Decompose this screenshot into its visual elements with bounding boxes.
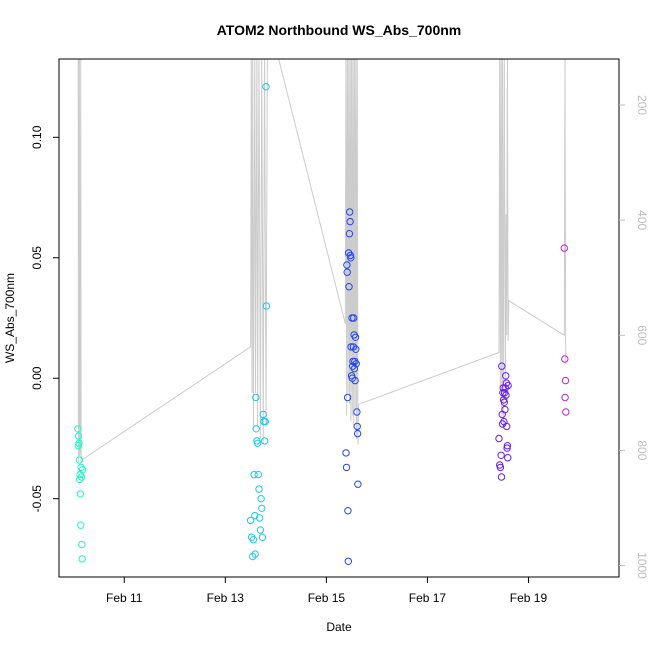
x-axis-label: Date: [326, 620, 352, 634]
data-point: [344, 557, 352, 565]
data-point: [75, 439, 83, 447]
data-point: [74, 425, 82, 433]
data-point: [353, 429, 362, 438]
data-point: [561, 376, 570, 385]
data-point: [354, 480, 362, 488]
data-point: [78, 466, 87, 474]
data-point: [256, 526, 265, 534]
data-point: [252, 393, 260, 402]
data-point: [343, 393, 352, 402]
y-tick-label: 0.00: [30, 366, 44, 390]
data-point: [258, 533, 267, 541]
data-point: [258, 504, 266, 512]
data-point: [76, 490, 85, 498]
data-point: [342, 449, 350, 457]
data-point: [345, 230, 354, 238]
data-point: [75, 456, 84, 464]
data-point: [76, 475, 84, 484]
x-tick-label: Feb 15: [308, 591, 346, 605]
data-point: [260, 437, 269, 445]
data-point: [246, 516, 255, 525]
data-point: [343, 261, 351, 269]
data-point: [497, 451, 505, 459]
data-point: [351, 333, 360, 341]
data-point: [251, 550, 259, 558]
data-point: [352, 345, 360, 353]
data-point: [501, 405, 509, 414]
secondary-line: [77, 59, 567, 462]
data-point: [254, 470, 262, 479]
data-point: [346, 208, 354, 216]
data-point: [495, 434, 503, 443]
y-tick-label: 0.10: [30, 125, 44, 149]
data-point: [497, 473, 506, 481]
x-tick-label: Feb 13: [207, 591, 245, 605]
data-point: [342, 463, 351, 472]
data-point: [561, 393, 569, 402]
data-point: [262, 83, 270, 91]
data-point: [503, 442, 512, 450]
y2-tick-label: 1000: [635, 552, 649, 579]
data-point: [78, 540, 86, 549]
data-point: [253, 439, 262, 447]
data-point: [344, 507, 352, 515]
data-point: [78, 555, 86, 563]
data-point: [503, 444, 511, 452]
data-point: [502, 391, 510, 399]
data-point: [261, 417, 269, 426]
data-point: [249, 536, 258, 544]
data-point: [257, 495, 265, 503]
data-point: [502, 372, 510, 380]
y-tick-label: 0.05: [30, 246, 44, 270]
data-point: [259, 410, 267, 419]
data-point: [256, 514, 264, 522]
plot-border: [58, 58, 620, 578]
data-point: [347, 254, 355, 262]
data-point: [498, 362, 506, 370]
data-point: [504, 454, 512, 462]
data-point: [346, 217, 354, 226]
plot-layer: Feb 11 Feb 13 Feb 15 Feb 17 Feb 19 -0.05 0.00 0…: [30, 58, 649, 605]
x-tick-label: Feb 19: [510, 591, 548, 605]
y2-tick-label: 800: [635, 440, 649, 460]
data-point: [500, 398, 508, 406]
data-point: [560, 244, 568, 252]
data-point: [351, 376, 359, 385]
data-point: [250, 470, 258, 479]
data-point: [353, 422, 361, 431]
y2-tick-label: 400: [635, 210, 649, 230]
y2-tick-label: 600: [635, 325, 649, 345]
data-point: [350, 314, 358, 322]
data-point: [343, 268, 351, 276]
data-point: [345, 283, 353, 291]
y2-tick-label: 200: [635, 95, 649, 115]
data-point: [77, 521, 85, 529]
data-point: [350, 364, 359, 373]
data-point: [252, 425, 260, 433]
y-tick-label: -0.05: [30, 485, 44, 513]
x-tick-label: Feb 11: [106, 591, 143, 605]
data-point: [504, 381, 512, 390]
data-point: [249, 552, 257, 561]
data-point: [561, 355, 569, 363]
chart-title: ATOM2 Northbound WS_Abs_700nm: [217, 22, 462, 38]
data-point: [77, 473, 86, 481]
data-point: [353, 408, 361, 416]
y-axis-label: WS_Abs_700nm: [3, 273, 17, 363]
data-point: [496, 463, 505, 472]
data-point: [562, 408, 570, 416]
data-point: [262, 302, 271, 310]
data-point: [349, 343, 358, 351]
data-point: [352, 360, 360, 368]
data-point: [503, 422, 511, 431]
data-point: [255, 485, 263, 493]
data-point: [74, 432, 83, 440]
x-tick-label: Feb 17: [409, 591, 447, 605]
